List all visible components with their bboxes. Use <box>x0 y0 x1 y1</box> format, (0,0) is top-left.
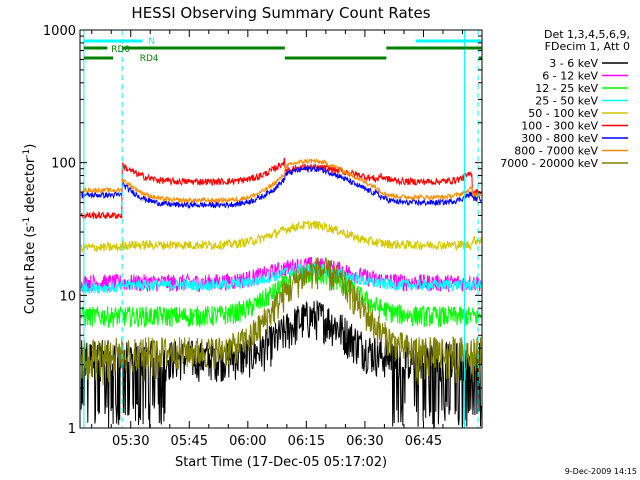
x-tick-label: 05:30 <box>112 434 149 449</box>
y-tick-label: 1000 <box>43 24 76 39</box>
x-tick-label: 06:00 <box>229 434 266 449</box>
y-tick-label: 100 <box>51 157 76 172</box>
x-tick-label: 06:30 <box>346 434 383 449</box>
series-layer <box>80 157 482 430</box>
legend: Det 1,3,4,5,6,9,FDecim 1, Att 0 3 - 6 keV… <box>500 28 630 170</box>
overlay-layer: N RD0 RD4 <box>83 30 482 428</box>
legend-entry-label: 300 - 800 keV <box>521 132 598 145</box>
y-tick-label: 1 <box>68 422 76 437</box>
y-tick-label: 10 <box>59 289 76 304</box>
rd4-flag-label: RD4 <box>140 54 159 64</box>
plot-frame <box>79 29 483 429</box>
legend-entry-label: 6 - 12 keV <box>542 70 598 83</box>
axes-layer: 1 10 100 1000 05:30 05:45 06:00 06:15 06:30 06:45 <box>43 24 483 449</box>
series-line <box>80 157 482 220</box>
series-line <box>80 256 482 386</box>
legend-entry-label: 50 - 100 keV <box>528 107 598 120</box>
legend-entry-label: 7000 - 20000 keV <box>500 157 598 170</box>
rd0-flag-label: RD0 <box>111 45 130 55</box>
n-flag-label: N <box>148 37 155 47</box>
legend-entry-label: 3 - 6 keV <box>549 57 598 70</box>
legend-entry-label: 100 - 300 keV <box>521 120 598 133</box>
series-line <box>80 220 482 252</box>
series-line <box>81 165 482 210</box>
x-axis-label: Start Time (17-Dec-05 05:17:02) <box>175 455 387 470</box>
y-axis-label: Count Rate (s-1 detector-1) <box>22 144 38 315</box>
legend-header-line: Det 1,3,4,5,6,9, <box>544 28 630 41</box>
legend-header-line: FDecim 1, Att 0 <box>545 40 630 53</box>
legend-entry-label: 800 - 7000 keV <box>514 145 598 158</box>
chart-title: HESSI Observing Summary Count Rates <box>131 4 430 22</box>
x-tick-label: 06:45 <box>405 434 442 449</box>
legend-entry-label: 12 - 25 keV <box>535 82 598 95</box>
series-line <box>81 157 482 205</box>
legend-entry-label: 25 - 50 keV <box>535 95 598 108</box>
footer-date: 9-Dec-2009 14:15 <box>565 467 637 476</box>
series-line <box>80 264 482 329</box>
x-tick-label: 06:15 <box>288 434 325 449</box>
x-tick-label: 05:45 <box>171 434 208 449</box>
series-line <box>80 263 482 295</box>
